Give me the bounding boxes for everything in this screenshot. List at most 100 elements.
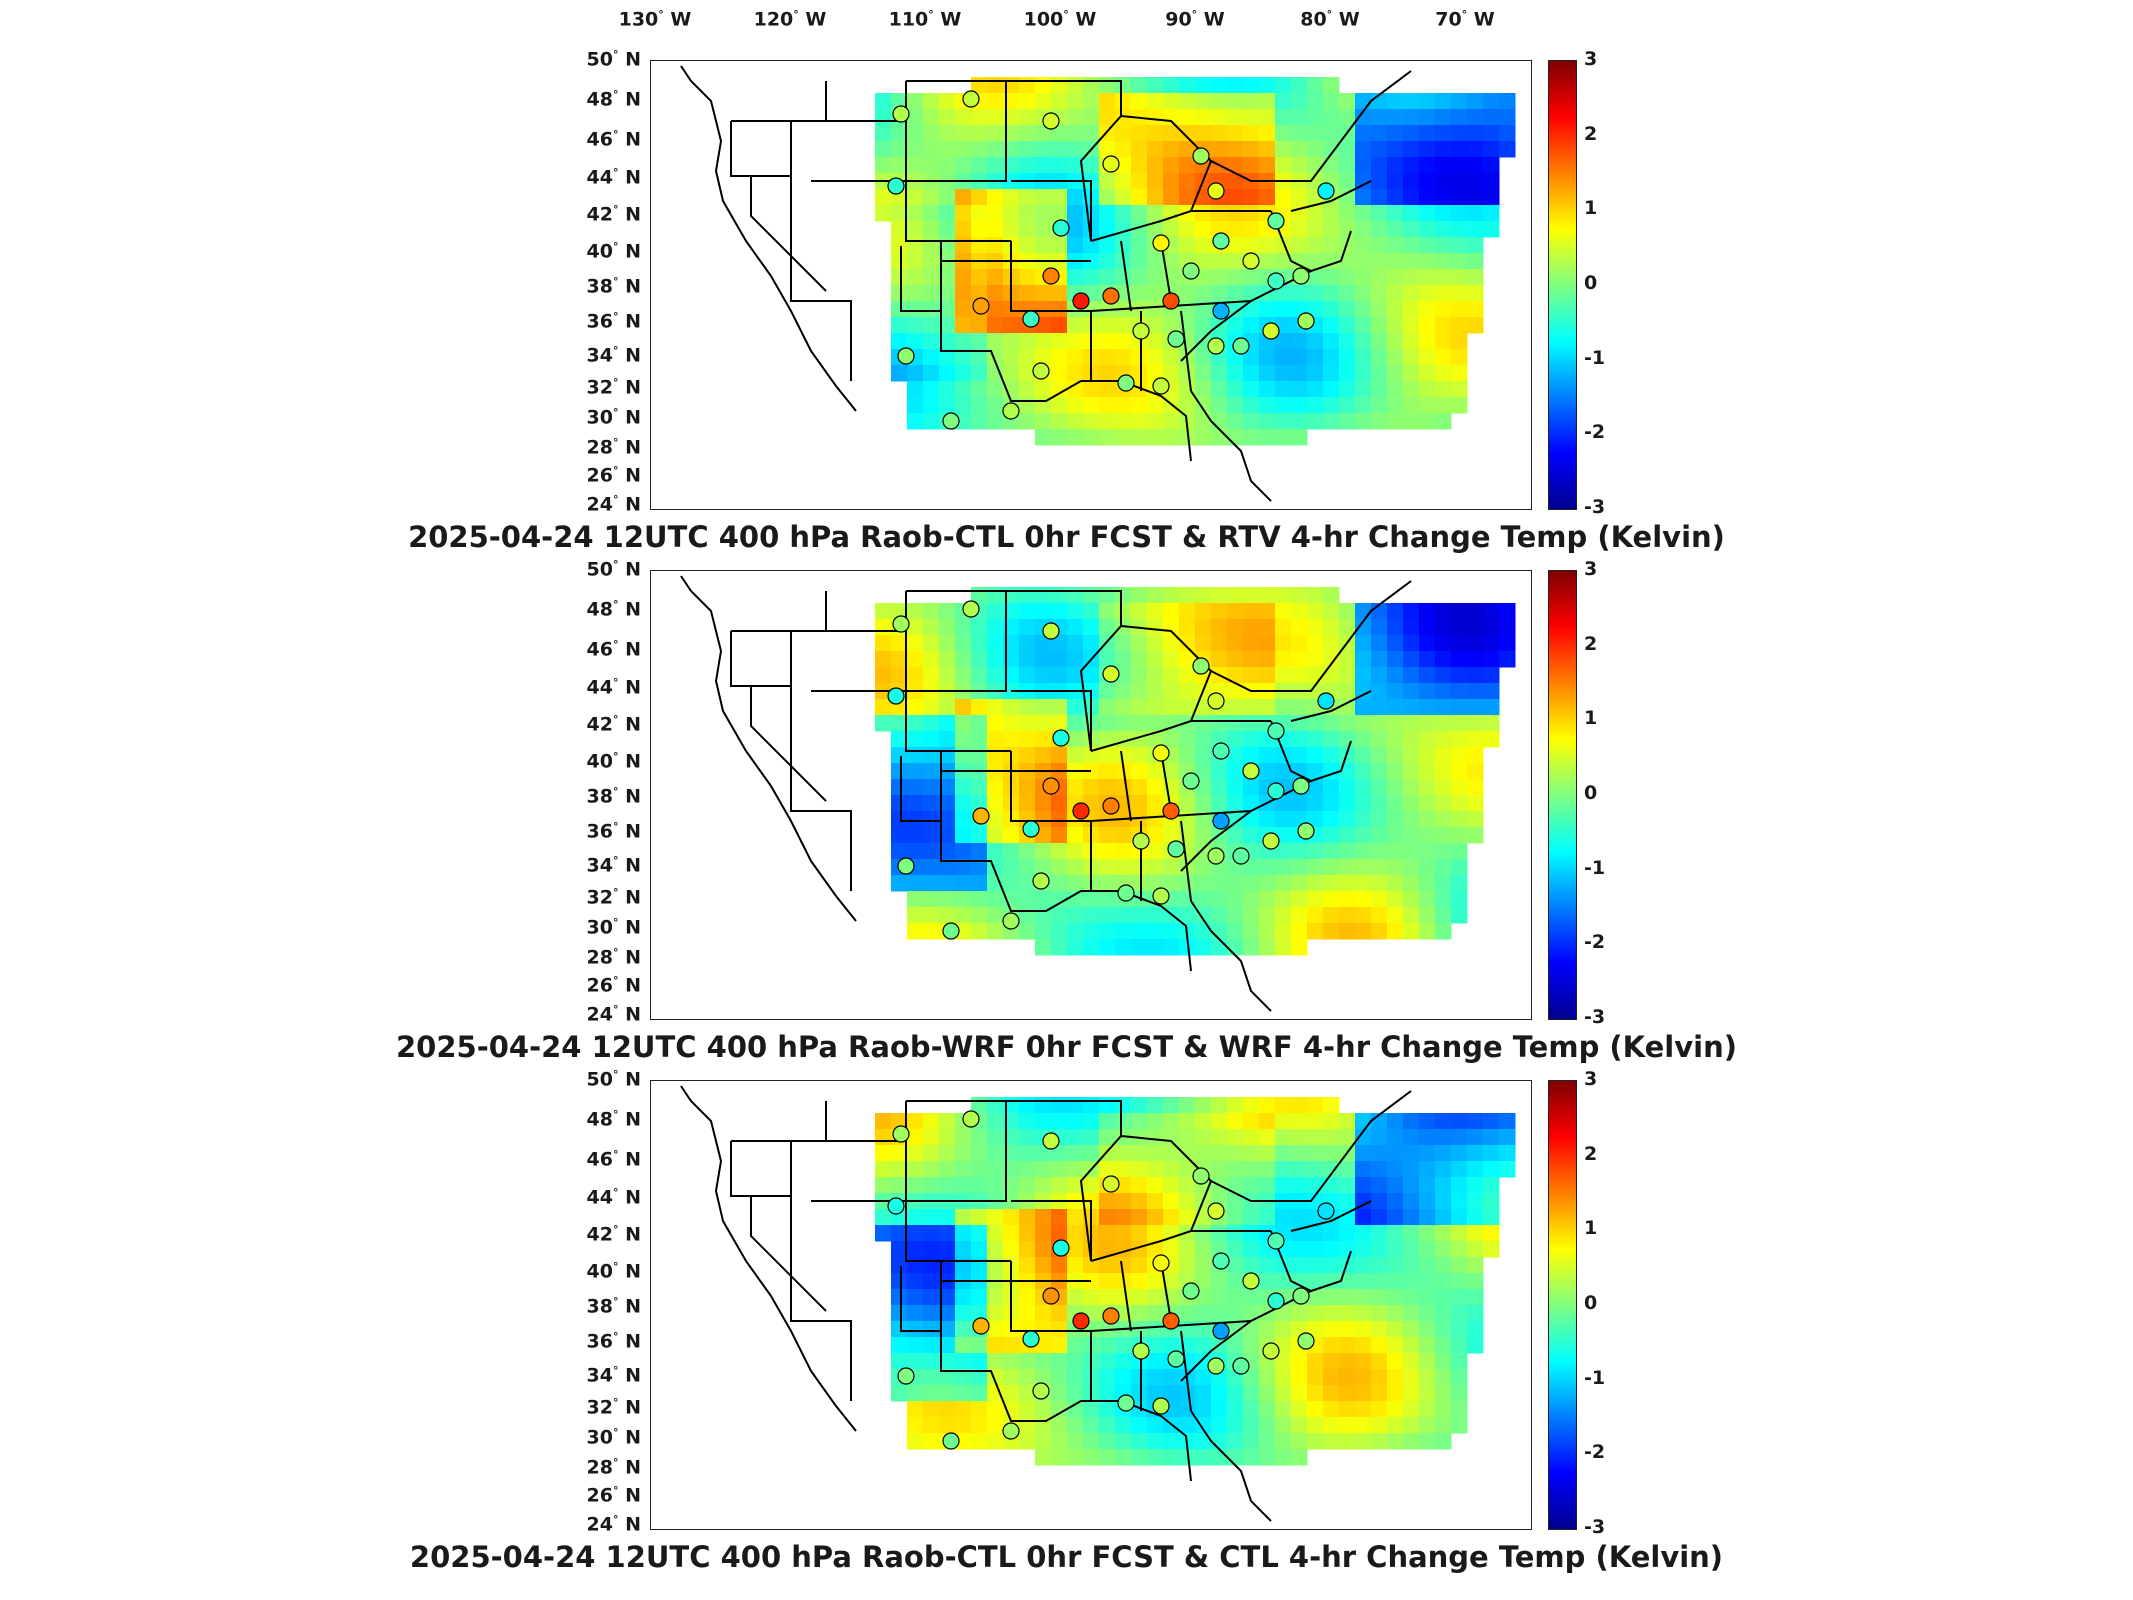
field-cell	[1227, 587, 1244, 604]
field-cell	[1179, 635, 1196, 652]
field-cell	[1323, 1321, 1340, 1338]
field-cell	[1275, 795, 1292, 812]
field-cell	[1067, 1369, 1084, 1386]
field-cell	[1291, 667, 1308, 684]
field-cell	[1179, 221, 1196, 238]
field-cell	[891, 1273, 908, 1290]
field-cell	[1147, 939, 1164, 956]
field-cell	[907, 1113, 924, 1130]
field-cell	[1371, 173, 1388, 190]
field-cell	[1243, 221, 1260, 238]
field-cell	[1195, 619, 1212, 636]
field-cell	[939, 715, 956, 732]
field-cell	[1051, 77, 1068, 94]
field-cell	[1307, 285, 1324, 302]
field-cell	[1291, 1385, 1308, 1402]
field-cell	[1131, 93, 1148, 110]
field-cell	[1195, 763, 1212, 780]
field-cell	[1131, 1289, 1148, 1306]
field-cell	[1339, 333, 1356, 350]
field-cell	[1435, 1145, 1452, 1162]
field-cell	[891, 141, 908, 158]
field-cell	[875, 109, 892, 126]
station-marker	[972, 807, 990, 825]
field-cell	[1275, 939, 1292, 956]
field-cell	[1163, 77, 1180, 94]
field-cell	[1339, 1193, 1356, 1210]
field-cell	[1019, 1289, 1036, 1306]
field-cell	[1051, 301, 1068, 318]
field-cell	[1131, 381, 1148, 398]
station-marker	[1232, 847, 1250, 865]
field-cell	[1115, 1209, 1132, 1226]
field-cell	[1339, 269, 1356, 286]
field-cell	[1003, 635, 1020, 652]
field-cell	[1467, 301, 1484, 318]
field-cell	[1195, 1353, 1212, 1370]
field-cell	[1147, 1129, 1164, 1146]
field-cell	[1211, 635, 1228, 652]
field-cell	[1307, 875, 1324, 892]
field-cell	[1387, 397, 1404, 414]
field-cell	[1387, 189, 1404, 206]
field-cell	[1387, 141, 1404, 158]
field-cell	[955, 715, 972, 732]
field-cell	[1099, 1193, 1116, 1210]
field-cell	[1307, 173, 1324, 190]
field-cell	[1243, 1321, 1260, 1338]
field-cell	[987, 619, 1004, 636]
field-cell	[971, 141, 988, 158]
field-cell	[1099, 141, 1116, 158]
field-cell	[1403, 413, 1420, 430]
field-cell	[1115, 1129, 1132, 1146]
field-cell	[955, 859, 972, 876]
field-cell	[1003, 1209, 1020, 1226]
field-cell	[907, 667, 924, 684]
field-cell	[1275, 811, 1292, 828]
state-boundary	[790, 631, 852, 891]
field-cell	[1019, 651, 1036, 668]
field-cell	[907, 221, 924, 238]
field-cell	[1403, 1225, 1420, 1242]
field-cell	[1179, 939, 1196, 956]
field-cell	[1243, 109, 1260, 126]
field-cell	[971, 269, 988, 286]
field-cell	[907, 1145, 924, 1162]
field-cell	[1227, 763, 1244, 780]
field-cell	[907, 715, 924, 732]
field-cell	[1067, 891, 1084, 908]
field-cell	[1451, 1177, 1468, 1194]
field-cell	[1339, 811, 1356, 828]
field-cell	[1371, 667, 1388, 684]
field-cell	[907, 699, 924, 716]
field-cell	[971, 333, 988, 350]
field-cell	[1323, 795, 1340, 812]
field-cell	[1051, 635, 1068, 652]
field-cell	[955, 285, 972, 302]
field-cell	[1339, 317, 1356, 334]
field-cell	[923, 221, 940, 238]
field-cell	[1467, 285, 1484, 302]
field-cell	[1451, 1417, 1468, 1434]
field-cell	[1227, 125, 1244, 142]
field-cell	[1003, 93, 1020, 110]
field-cell	[1083, 1145, 1100, 1162]
field-cell	[1195, 413, 1212, 430]
field-cell	[1131, 1417, 1148, 1434]
field-cell	[971, 731, 988, 748]
field-cell	[1195, 317, 1212, 334]
field-cell	[875, 1209, 892, 1226]
station-marker	[942, 922, 960, 940]
field-cell	[1371, 1321, 1388, 1338]
field-cell	[1019, 667, 1036, 684]
field-cell	[1003, 189, 1020, 206]
field-cell	[1019, 587, 1036, 604]
field-cell	[987, 317, 1004, 334]
field-cell	[923, 1417, 940, 1434]
station-marker	[1317, 1202, 1335, 1220]
station-marker	[1267, 1232, 1285, 1250]
lon-label-100: 100° W	[1023, 8, 1097, 31]
field-cell	[923, 715, 940, 732]
field-cell	[1099, 93, 1116, 110]
field-cell	[1451, 349, 1468, 366]
